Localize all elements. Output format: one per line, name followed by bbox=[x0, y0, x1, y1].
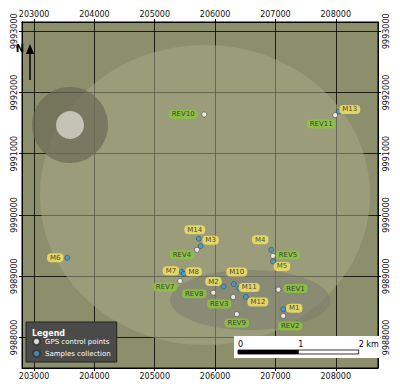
svg-text:M7: M7 bbox=[166, 267, 177, 275]
svg-text:203000: 203000 bbox=[19, 10, 50, 19]
svg-text:Legend: Legend bbox=[32, 329, 65, 338]
svg-text:9993000: 9993000 bbox=[9, 13, 19, 49]
svg-text:9989000: 9989000 bbox=[10, 258, 19, 294]
svg-text:9992000: 9992000 bbox=[382, 75, 391, 111]
svg-text:REV8: REV8 bbox=[185, 290, 204, 298]
svg-text:M2: M2 bbox=[208, 278, 219, 286]
svg-text:M1: M1 bbox=[289, 304, 300, 312]
svg-text:208000: 208000 bbox=[320, 372, 351, 381]
svg-text:M3: M3 bbox=[205, 236, 216, 244]
svg-text:9993000: 9993000 bbox=[382, 13, 391, 49]
svg-text:9990000: 9990000 bbox=[10, 197, 19, 233]
svg-text:REV1: REV1 bbox=[286, 285, 305, 293]
svg-text:204000: 204000 bbox=[79, 372, 110, 381]
svg-text:0: 0 bbox=[238, 340, 243, 349]
svg-text:M8: M8 bbox=[188, 268, 199, 276]
svg-text:REV9: REV9 bbox=[228, 319, 247, 327]
svg-text:9988000: 9988000 bbox=[382, 320, 391, 356]
svg-text:M6: M6 bbox=[50, 254, 61, 262]
svg-text:REV10: REV10 bbox=[172, 110, 195, 118]
svg-text:M10: M10 bbox=[229, 268, 244, 276]
svg-text:REV11: REV11 bbox=[310, 120, 333, 128]
svg-text:REV7: REV7 bbox=[156, 283, 175, 291]
svg-text:207000: 207000 bbox=[260, 10, 291, 19]
svg-text:M12: M12 bbox=[250, 298, 265, 306]
svg-text:205000: 205000 bbox=[139, 372, 170, 381]
svg-text:REV2: REV2 bbox=[281, 322, 300, 330]
svg-text:9988000: 9988000 bbox=[10, 320, 19, 356]
svg-text:2 km: 2 km bbox=[359, 340, 379, 349]
svg-text:9991000: 9991000 bbox=[382, 136, 391, 172]
svg-text:Samples collection: Samples collection bbox=[45, 350, 111, 358]
svg-text:205000: 205000 bbox=[139, 10, 170, 19]
svg-text:M13: M13 bbox=[342, 105, 357, 113]
svg-text:GPS control points: GPS control points bbox=[45, 338, 110, 346]
svg-text:9992000: 9992000 bbox=[10, 75, 19, 111]
svg-text:1: 1 bbox=[298, 340, 303, 349]
svg-text:206000: 206000 bbox=[200, 10, 231, 19]
svg-text:9989000: 9989000 bbox=[382, 258, 391, 294]
svg-text:9991000: 9991000 bbox=[10, 136, 19, 172]
svg-text:206000: 206000 bbox=[200, 372, 231, 381]
svg-text:M11: M11 bbox=[242, 283, 257, 291]
svg-text:REV5: REV5 bbox=[279, 251, 298, 259]
svg-text:M14: M14 bbox=[187, 226, 202, 234]
svg-text:208000: 208000 bbox=[320, 10, 351, 19]
svg-text:REV4: REV4 bbox=[173, 251, 192, 259]
svg-text:203000: 203000 bbox=[19, 372, 50, 381]
svg-text:N: N bbox=[16, 43, 24, 54]
svg-text:M4: M4 bbox=[255, 236, 266, 244]
svg-text:204000: 204000 bbox=[79, 10, 110, 19]
svg-text:REV3: REV3 bbox=[210, 300, 229, 308]
svg-text:9990000: 9990000 bbox=[382, 197, 391, 233]
svg-text:207000: 207000 bbox=[260, 372, 291, 381]
svg-text:M5: M5 bbox=[277, 262, 288, 270]
